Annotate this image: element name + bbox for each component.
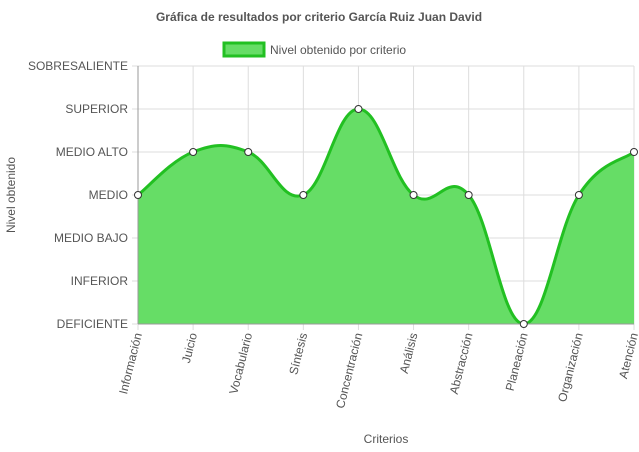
- x-tick-label: Juicio: [179, 331, 200, 364]
- x-tick-label: Planeación: [503, 331, 531, 392]
- y-tick-label: SOBRESALIENTE: [28, 59, 128, 73]
- legend[interactable]: Nivel obtenido por criterio: [222, 41, 406, 58]
- data-point[interactable]: [630, 148, 638, 156]
- data-point[interactable]: [409, 191, 418, 199]
- x-tick-label: Síntesis: [286, 331, 310, 376]
- y-tick-label: MEDIO BAJO: [54, 231, 128, 245]
- y-tick-label: MEDIO ALTO: [56, 145, 128, 159]
- y-tick-label: DEFICIENTE: [57, 317, 128, 331]
- y-axis-title: Nivel obtenido: [4, 157, 18, 233]
- data-point[interactable]: [134, 191, 142, 199]
- chart-title: Gráfica de resultados por criterio Garcí…: [156, 10, 482, 24]
- x-tick-label: Concentración: [333, 331, 365, 409]
- x-tick-label: Atención: [616, 331, 639, 380]
- x-axis-title: Criterios: [364, 432, 409, 446]
- y-tick-label: INFERIOR: [71, 274, 129, 288]
- y-axis-ticks: DEFICIENTE INFERIOR MEDIO BAJO MEDIO MEDIO A…: [28, 59, 128, 331]
- x-tick-label: Abstracción: [447, 331, 476, 395]
- data-point[interactable]: [244, 148, 253, 156]
- x-tick-label: Organización: [555, 331, 586, 403]
- series-line: [137, 107, 635, 326]
- y-tick-label: MEDIO: [89, 188, 128, 202]
- x-tick-label: Análisis: [397, 331, 421, 375]
- y-tick-label: SUPERIOR: [65, 102, 128, 116]
- legend-swatch: [222, 41, 266, 58]
- x-tick-label: Información: [116, 331, 145, 395]
- data-point[interactable]: [299, 191, 308, 199]
- data-point[interactable]: [574, 191, 583, 199]
- legend-label: Nivel obtenido por criterio: [270, 43, 406, 57]
- x-axis-ticks: Información Juicio Vocabulario Síntesis Conc…: [116, 331, 639, 410]
- data-point[interactable]: [519, 320, 528, 328]
- data-point[interactable]: [464, 191, 473, 199]
- x-tick-label: Vocabulario: [226, 331, 255, 396]
- series-area: [137, 107, 635, 326]
- data-points: [134, 105, 638, 328]
- data-point[interactable]: [189, 148, 198, 156]
- data-point[interactable]: [354, 105, 363, 113]
- series-area-fill: [138, 109, 634, 324]
